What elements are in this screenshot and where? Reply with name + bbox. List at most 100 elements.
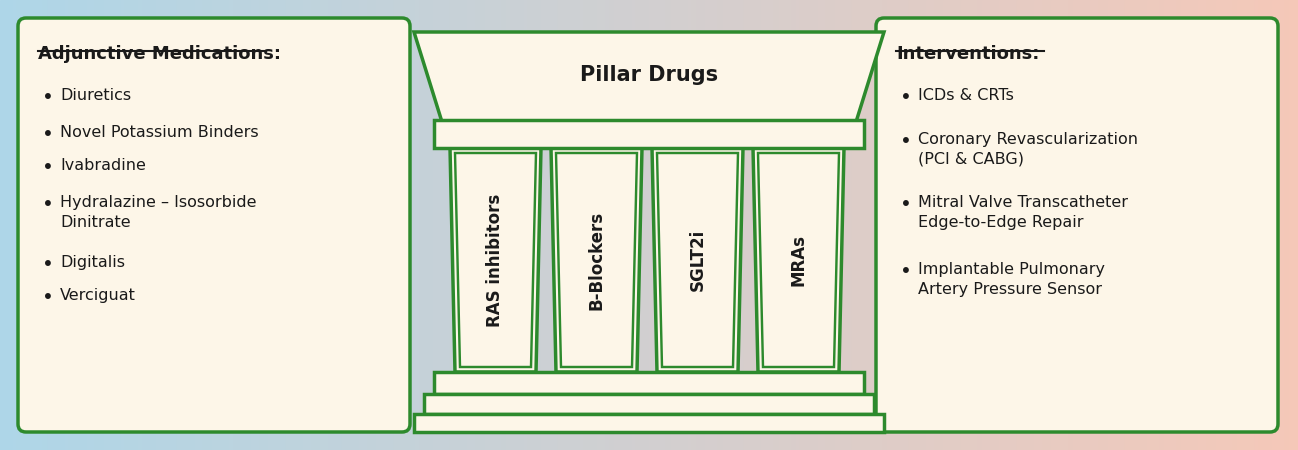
Polygon shape bbox=[1272, 0, 1276, 450]
Polygon shape bbox=[775, 0, 779, 450]
Polygon shape bbox=[550, 148, 643, 372]
Text: Mitral Valve Transcatheter
Edge-to-Edge Repair: Mitral Valve Transcatheter Edge-to-Edge … bbox=[918, 195, 1128, 230]
Polygon shape bbox=[1268, 0, 1272, 450]
Polygon shape bbox=[256, 0, 260, 450]
Text: RAS inhibitors: RAS inhibitors bbox=[487, 194, 505, 327]
Polygon shape bbox=[584, 0, 588, 450]
Polygon shape bbox=[315, 0, 321, 450]
Polygon shape bbox=[541, 0, 545, 450]
Polygon shape bbox=[471, 0, 476, 450]
Polygon shape bbox=[1022, 0, 1025, 450]
Polygon shape bbox=[1103, 0, 1107, 450]
Polygon shape bbox=[217, 0, 221, 450]
Polygon shape bbox=[1146, 0, 1151, 450]
Polygon shape bbox=[1107, 0, 1112, 450]
Polygon shape bbox=[627, 0, 632, 450]
Polygon shape bbox=[848, 0, 853, 450]
Polygon shape bbox=[783, 0, 788, 450]
Polygon shape bbox=[48, 0, 52, 450]
Polygon shape bbox=[749, 0, 753, 450]
Polygon shape bbox=[1047, 0, 1051, 450]
Polygon shape bbox=[1242, 0, 1246, 450]
Polygon shape bbox=[831, 0, 835, 450]
Polygon shape bbox=[1012, 0, 1016, 450]
Polygon shape bbox=[610, 0, 614, 450]
Polygon shape bbox=[645, 0, 649, 450]
Polygon shape bbox=[389, 0, 393, 450]
Polygon shape bbox=[861, 0, 866, 450]
Polygon shape bbox=[432, 0, 437, 450]
Polygon shape bbox=[273, 0, 276, 450]
Polygon shape bbox=[606, 0, 610, 450]
Polygon shape bbox=[251, 0, 256, 450]
Polygon shape bbox=[1224, 0, 1229, 450]
Text: Novel Potassium Binders: Novel Potassium Binders bbox=[60, 125, 258, 140]
Text: Implantable Pulmonary
Artery Pressure Sensor: Implantable Pulmonary Artery Pressure Se… bbox=[918, 262, 1105, 297]
Polygon shape bbox=[367, 0, 373, 450]
Polygon shape bbox=[130, 0, 134, 450]
Polygon shape bbox=[593, 0, 597, 450]
Polygon shape bbox=[1099, 0, 1103, 450]
Polygon shape bbox=[964, 0, 970, 450]
Polygon shape bbox=[437, 0, 441, 450]
Polygon shape bbox=[347, 0, 350, 450]
Polygon shape bbox=[1159, 0, 1164, 450]
Polygon shape bbox=[69, 0, 74, 450]
Polygon shape bbox=[814, 0, 818, 450]
Polygon shape bbox=[1003, 0, 1009, 450]
Polygon shape bbox=[212, 0, 217, 450]
Polygon shape bbox=[1198, 0, 1203, 450]
FancyBboxPatch shape bbox=[434, 372, 864, 394]
Polygon shape bbox=[567, 0, 571, 450]
Text: •: • bbox=[42, 255, 55, 274]
Polygon shape bbox=[393, 0, 398, 450]
Polygon shape bbox=[402, 0, 406, 450]
Polygon shape bbox=[657, 153, 739, 367]
Polygon shape bbox=[82, 0, 87, 450]
Polygon shape bbox=[52, 0, 56, 450]
Polygon shape bbox=[762, 0, 766, 450]
Polygon shape bbox=[1055, 0, 1060, 450]
Polygon shape bbox=[558, 0, 562, 450]
Polygon shape bbox=[263, 0, 269, 450]
Polygon shape bbox=[779, 0, 783, 450]
Polygon shape bbox=[671, 0, 675, 450]
Polygon shape bbox=[497, 0, 502, 450]
Polygon shape bbox=[419, 0, 424, 450]
Polygon shape bbox=[545, 0, 549, 450]
Polygon shape bbox=[454, 0, 458, 450]
Polygon shape bbox=[160, 0, 165, 450]
Polygon shape bbox=[974, 0, 977, 450]
Polygon shape bbox=[173, 0, 178, 450]
Polygon shape bbox=[944, 0, 948, 450]
Polygon shape bbox=[912, 0, 918, 450]
Polygon shape bbox=[556, 153, 637, 367]
FancyBboxPatch shape bbox=[414, 414, 884, 432]
Polygon shape bbox=[406, 0, 411, 450]
Polygon shape bbox=[792, 0, 796, 450]
Polygon shape bbox=[870, 0, 874, 450]
Polygon shape bbox=[134, 0, 139, 450]
Polygon shape bbox=[801, 0, 805, 450]
Polygon shape bbox=[398, 0, 402, 450]
Polygon shape bbox=[186, 0, 191, 450]
Polygon shape bbox=[113, 0, 117, 450]
Polygon shape bbox=[996, 0, 999, 450]
Text: Pillar Drugs: Pillar Drugs bbox=[580, 65, 718, 85]
Polygon shape bbox=[510, 0, 515, 450]
Polygon shape bbox=[324, 0, 328, 450]
Polygon shape bbox=[818, 0, 822, 450]
Text: Verciguat: Verciguat bbox=[60, 288, 136, 303]
Polygon shape bbox=[1246, 0, 1250, 450]
Polygon shape bbox=[489, 0, 493, 450]
Polygon shape bbox=[100, 0, 104, 450]
Text: B-Blockers: B-Blockers bbox=[588, 211, 605, 310]
Polygon shape bbox=[1229, 0, 1233, 450]
Polygon shape bbox=[299, 0, 302, 450]
Polygon shape bbox=[260, 0, 263, 450]
Polygon shape bbox=[506, 0, 510, 450]
Polygon shape bbox=[191, 0, 195, 450]
Polygon shape bbox=[91, 0, 95, 450]
Polygon shape bbox=[853, 0, 857, 450]
Polygon shape bbox=[178, 0, 182, 450]
